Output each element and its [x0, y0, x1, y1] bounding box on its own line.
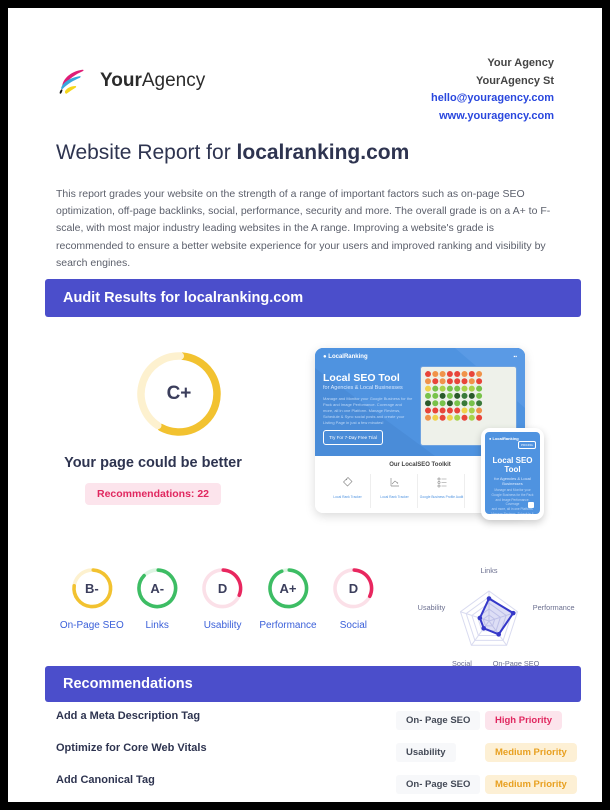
svg-text:Usability: Usability — [418, 603, 446, 612]
svg-text:Links: Links — [480, 566, 497, 575]
svg-text:Performance: Performance — [533, 603, 575, 612]
